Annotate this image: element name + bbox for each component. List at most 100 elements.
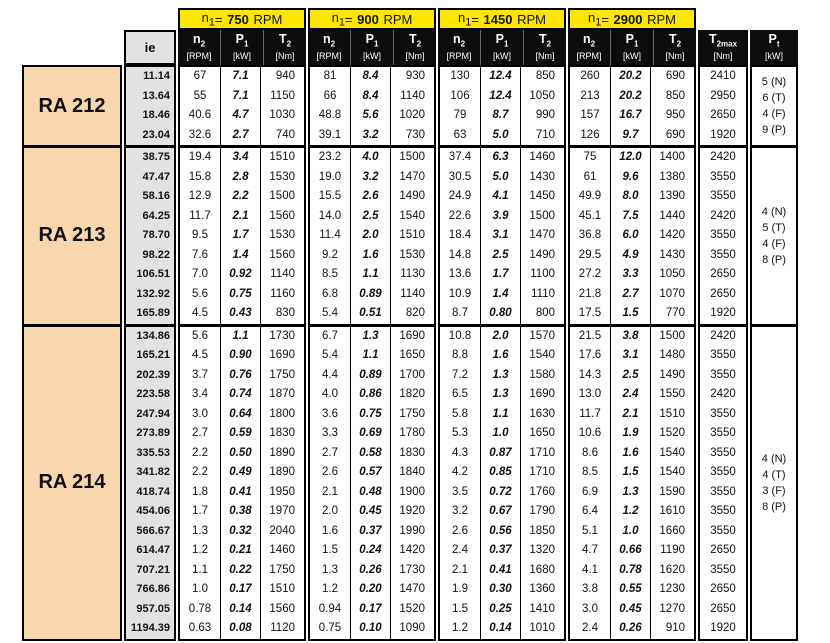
table-row: 29.5 4.9 1430	[570, 245, 694, 265]
cell-n2: 81	[323, 70, 337, 82]
speed-unit: RPM	[379, 11, 413, 27]
cell-p1: 1.3	[480, 385, 520, 405]
cell-p1: 1.2	[610, 502, 650, 522]
table-row: 2950	[700, 87, 746, 107]
cell-t2max: 3550	[710, 466, 736, 478]
cell-n2: 3.0	[192, 407, 208, 420]
cell-t2: 1190	[650, 541, 692, 561]
cell-t2: 1710	[520, 463, 562, 483]
cell-t2max: 3550	[710, 229, 736, 241]
table-row: 1.3 0.32 2040	[180, 521, 304, 541]
cell-p1: 0.22	[220, 560, 260, 580]
cell-p1: 0.26	[610, 619, 650, 639]
cell-ie: 957.05	[126, 599, 174, 619]
cell-p1: 1.7	[220, 226, 260, 246]
speed-equals: =	[601, 11, 613, 27]
table-row: 3.0 0.64 1800	[180, 404, 304, 424]
table-row: 11.14	[126, 67, 174, 87]
table-row: 81 8.4 930	[310, 67, 434, 87]
cell-ie: 566.67	[126, 521, 174, 541]
speed-unit: RPM	[513, 11, 546, 27]
table-row: 23.2 4.0 1500	[310, 148, 434, 168]
cell-n2: 61	[583, 170, 597, 183]
speed-symbol: n1	[588, 9, 602, 29]
table-row: 134.86	[126, 326, 174, 346]
cell-p1: 1.6	[480, 346, 520, 366]
cell-n2: 3.8	[582, 583, 598, 595]
speed-group-900rpm: n1 = 900 RPM n2 [RPM] P1 [kW] T2 [Nm] 81 8.4 930 66…	[308, 8, 436, 641]
cell-p1: 0.43	[220, 304, 260, 324]
cell-ie: 165.89	[126, 304, 174, 324]
cell-t2: 1900	[390, 482, 432, 502]
cell-n2: 1.6	[322, 524, 338, 537]
table-row: 49.9 8.0 1390	[570, 187, 694, 207]
ratio-section: 134.86 165.21 202.39 223.58 247.94 273.89 335.…	[126, 323, 174, 639]
cell-t2: 1630	[520, 404, 562, 424]
cell-n2: 39.1	[318, 128, 342, 141]
table-row: 5.6 1.1 1730	[180, 326, 304, 346]
col-header-t2: T2 [Nm]	[263, 30, 306, 65]
cell-p1: 0.41	[220, 482, 260, 502]
table-row: 1.7 0.38 1970	[180, 502, 304, 522]
cell-t2: 1790	[520, 502, 562, 522]
header-subscript: 2	[416, 39, 422, 49]
table-row: 4.2 0.85 1710	[440, 463, 564, 483]
table-row: 4.5 0.43 830	[180, 304, 304, 324]
header-subscript: 2	[590, 39, 596, 49]
cell-t2: 1610	[650, 502, 692, 522]
cell-t2: 1490	[390, 187, 432, 207]
cell-n2: 2.1	[452, 563, 468, 576]
column-headers: n2 [RPM] P1 [kW] T2 [Nm]	[438, 30, 566, 65]
cell-n2: 10.9	[448, 287, 472, 300]
cell-t2: 990	[520, 106, 562, 126]
cell-n2: 1.3	[322, 563, 338, 576]
cell-p1: 0.59	[220, 424, 260, 444]
t2max-section: 2420 3550 3550 2420 3550 3550 3550 3550 3550 3550…	[700, 323, 746, 639]
cell-t2: 740	[260, 125, 302, 145]
cell-n2: 4.1	[582, 563, 598, 576]
cell-p1: 0.80	[480, 304, 520, 324]
pt-rating: 4 (F)	[762, 237, 786, 250]
table-row: 0.78 0.14 1560	[180, 599, 304, 619]
cell-n2: 32.6	[188, 128, 212, 141]
cell-t2: 690	[650, 125, 692, 145]
cell-t2: 1690	[520, 385, 562, 405]
cell-p1: 2.6	[350, 187, 390, 207]
speed-group-section: 130 12.4 850 106 12.4 1050 79 8.7 990 63 5.0 710	[440, 67, 564, 145]
table-row: 4.1 0.78 1620	[570, 560, 694, 580]
cell-t2max: 3550	[710, 485, 736, 498]
cell-n2: 0.78	[188, 602, 212, 615]
speed-group-data-area: 260 20.2 690 213 20.2 850 157 16.7 950 126 9.7 690 7…	[568, 65, 696, 641]
header-symbol: T2	[668, 32, 682, 49]
cell-ie: 38.75	[126, 148, 174, 168]
header-symbol: n2	[582, 32, 596, 49]
table-row: 126 9.7 690	[570, 125, 694, 145]
speed-value: 900	[357, 11, 379, 27]
cell-n2: 11.7	[189, 209, 211, 222]
cell-p1: 4.1	[480, 187, 520, 207]
cell-t2: 850	[650, 86, 692, 106]
cell-n2: 22.6	[448, 209, 472, 222]
col-header-t2: T2 [Nm]	[653, 30, 696, 65]
t2max-column: T2max [Nm] 2410 2950 2650 1920 2420 3550 3550 242…	[698, 8, 748, 641]
cell-ie: 335.53	[126, 443, 174, 463]
cell-n2: 67	[193, 70, 207, 82]
table-row: 66 8.4 1140	[310, 86, 434, 106]
cell-t2: 1850	[520, 521, 562, 541]
cell-n2: 14.3	[578, 368, 602, 381]
cell-ie: 707.21	[126, 560, 174, 580]
table-row: 37.4 6.3 1460	[440, 148, 564, 168]
pt-column: Pt [kW] 5 (N) 6 (T) 4 (F) 9 (P) 4 (N) 5 (T) 4 (F…	[750, 8, 798, 641]
cell-t2: 1470	[390, 580, 432, 600]
cell-p1: 1.7	[480, 265, 520, 285]
col-header-n2: n2 [RPM]	[178, 30, 220, 65]
table-row: 6.9 1.3 1590	[570, 482, 694, 502]
cell-n2: 11.4	[319, 229, 341, 241]
table-row: 30.5 5.0 1430	[440, 167, 564, 187]
cell-t2: 710	[520, 125, 562, 145]
table-row: 223.58	[126, 385, 174, 405]
cell-p1: 7.1	[220, 86, 260, 106]
cell-p1: 0.56	[480, 521, 520, 541]
cell-t2: 730	[390, 125, 432, 145]
cell-n2: 2.0	[322, 505, 338, 517]
